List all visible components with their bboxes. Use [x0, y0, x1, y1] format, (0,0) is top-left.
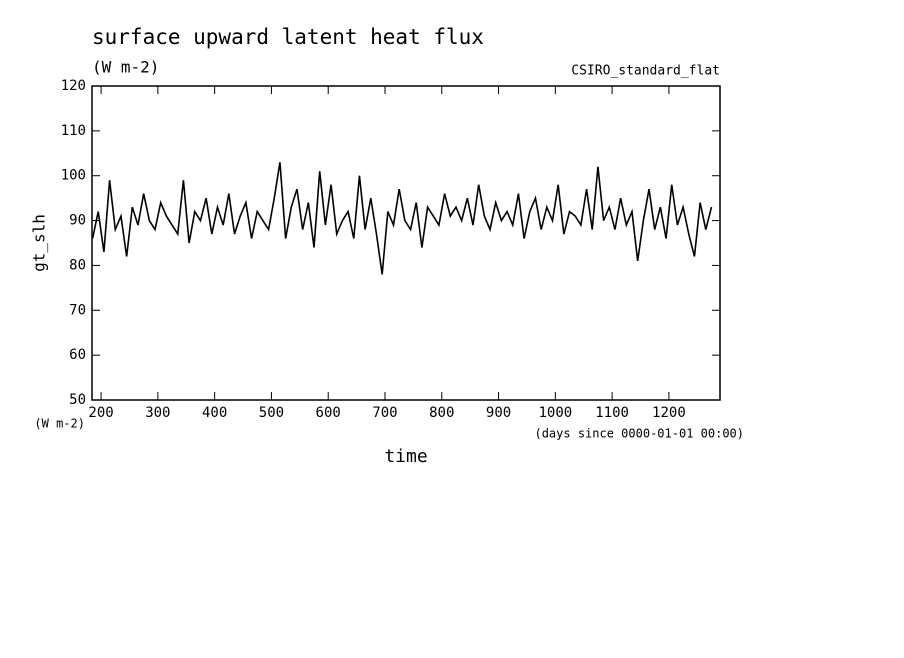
chart-subtitle: (W m-2): [92, 58, 159, 77]
x-tick-label: 1000: [538, 405, 572, 421]
x-tick-label: 600: [316, 405, 341, 421]
x-tick-label: 300: [145, 405, 170, 421]
annotation: CSIRO_standard_flat: [571, 64, 720, 79]
x-tick-label: 800: [429, 405, 454, 421]
x-tick-label: 200: [88, 405, 113, 421]
y-tick-label: 110: [61, 123, 86, 139]
y-tick-label: 100: [61, 168, 86, 184]
y-tick-label: 90: [69, 213, 86, 229]
chart-title: surface upward latent heat flux: [92, 25, 484, 49]
y-tick-label: 120: [61, 78, 86, 94]
y-tick-label: 50: [69, 392, 86, 408]
data-line: [91, 162, 713, 275]
plot-frame: [91, 85, 721, 401]
x-tick-label: 400: [202, 405, 227, 421]
x-axis-label: time: [384, 446, 427, 467]
x-tick-label: 700: [372, 405, 397, 421]
x-tick-label: 1100: [595, 405, 629, 421]
x-tick-label: 900: [486, 405, 511, 421]
x-axis-unit: (days since 0000-01-01 00:00): [534, 427, 744, 441]
y-axis-label: gt_slh: [30, 214, 49, 272]
y-axis-unit: (W m-2): [34, 417, 85, 431]
y-tick-label: 60: [69, 347, 86, 363]
y-tick-label: 80: [69, 257, 86, 273]
y-tick-label: 70: [69, 302, 86, 318]
x-tick-label: 1200: [652, 405, 686, 421]
x-tick-label: 500: [259, 405, 284, 421]
